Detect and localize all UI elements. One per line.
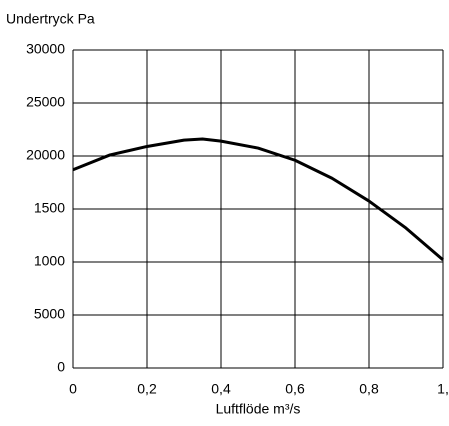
y-tick-label: 0 bbox=[57, 359, 65, 375]
x-tick-label: 0,8 bbox=[359, 381, 379, 397]
y-tick-label: 5000 bbox=[34, 306, 65, 322]
x-tick-label: 1, bbox=[437, 381, 449, 397]
y-tick-label: 1500 bbox=[34, 200, 65, 216]
y-tick-label: 25000 bbox=[26, 94, 65, 110]
x-tick-label: 0,4 bbox=[211, 381, 231, 397]
x-tick-label: 0,2 bbox=[137, 381, 157, 397]
x-tick-label: 0 bbox=[69, 381, 77, 397]
y-tick-label: 1000 bbox=[34, 253, 65, 269]
y-tick-label: 30000 bbox=[26, 41, 65, 57]
data-line bbox=[72, 137, 444, 262]
y-tick-label: 20000 bbox=[26, 147, 65, 163]
x-tick-label: 0,6 bbox=[285, 381, 305, 397]
x-axis-title: Luftflöde m³/s bbox=[216, 401, 301, 417]
y-axis-title: Undertryck Pa bbox=[6, 11, 95, 27]
